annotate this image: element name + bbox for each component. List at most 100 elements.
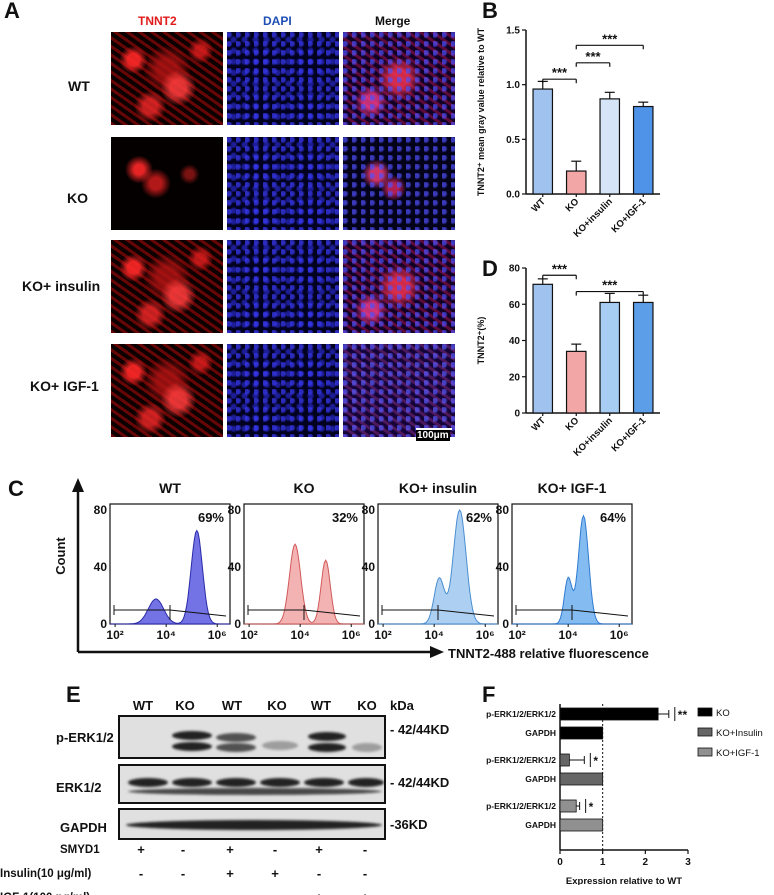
bar bbox=[632, 301, 654, 414]
bar bbox=[559, 799, 577, 813]
bar bbox=[559, 726, 604, 740]
gate-line bbox=[437, 609, 495, 617]
bar bbox=[559, 818, 604, 832]
y-tick-label: 40 bbox=[509, 336, 521, 347]
band-erk-2 bbox=[172, 778, 212, 787]
band-p-erk-5b bbox=[308, 743, 346, 752]
panel-c-letter: C bbox=[8, 476, 24, 501]
histogram-y-tick: 0 bbox=[502, 617, 509, 631]
treatment-sign: - bbox=[138, 866, 144, 881]
lane-label: WT bbox=[310, 698, 332, 713]
histogram-curve bbox=[110, 529, 230, 625]
significance-label: * bbox=[589, 800, 594, 814]
band-erk-6 bbox=[348, 778, 384, 787]
count-arrow-head bbox=[72, 478, 84, 492]
x-tick-label: KO bbox=[564, 415, 582, 433]
legend-label: KO bbox=[716, 708, 730, 719]
histogram-percent: 69% bbox=[198, 510, 224, 525]
significance-label: *** bbox=[552, 65, 568, 80]
treatment-sign: - bbox=[268, 890, 282, 895]
histogram-y-tick: 0 bbox=[368, 617, 375, 631]
treatment-sign: - bbox=[272, 842, 278, 857]
y-tick-label: 60 bbox=[509, 300, 521, 311]
histogram-y-tick: 80 bbox=[94, 503, 108, 517]
x-tick-label: WT bbox=[530, 415, 548, 433]
kda-label: kDa bbox=[390, 698, 414, 713]
band-p-erk-2b bbox=[172, 742, 212, 751]
x-tick-label: WT bbox=[530, 196, 548, 214]
y-tick-label: 0 bbox=[514, 409, 520, 420]
legend-swatch bbox=[697, 727, 713, 737]
image-ko-insulin-tnnt2 bbox=[111, 240, 223, 333]
blot-p-erk bbox=[118, 715, 386, 759]
blot-size-p-erk: - 42/44KD bbox=[390, 722, 450, 737]
treatment-sign: - bbox=[134, 890, 148, 895]
x-tick-label: KO+IGF-1 bbox=[609, 415, 648, 454]
chart-c: Count TNNT2-488 relative fluorescence WT 69… bbox=[53, 478, 649, 661]
blot-erk bbox=[118, 764, 386, 804]
y-axis-label: TNNT2⁺(%) bbox=[476, 317, 486, 365]
treatment-sign: + bbox=[271, 866, 279, 881]
histogram-percent: 62% bbox=[466, 510, 492, 525]
histogram-x-tick-label: 10⁴ bbox=[291, 628, 310, 642]
significance-label: * bbox=[593, 754, 598, 768]
band-gapdh-1 bbox=[126, 820, 382, 830]
blot-label-gapdh: GAPDH bbox=[60, 820, 107, 835]
band-erk-3 bbox=[216, 778, 256, 787]
legend-swatch bbox=[697, 707, 713, 717]
band-p-erk-4 bbox=[262, 741, 298, 750]
treatment-label: SMYD1 bbox=[60, 844, 100, 856]
treatment-sign: + bbox=[226, 866, 234, 881]
treatment-label: Insulin(10 μg/ml) bbox=[0, 868, 92, 880]
band-p-erk-2 bbox=[172, 731, 212, 740]
bar bbox=[532, 88, 554, 195]
y-tick-label: 0.5 bbox=[506, 135, 520, 146]
significance-label: *** bbox=[602, 278, 618, 293]
band-p-erk-3b bbox=[216, 743, 256, 752]
y-tick-label: 1.5 bbox=[506, 26, 520, 37]
band-erk-5 bbox=[304, 778, 344, 787]
histogram-x-tick-label: 10⁶ bbox=[342, 628, 361, 642]
treatment-sign: + bbox=[137, 842, 145, 857]
image-ko-igf1-merge bbox=[343, 344, 455, 437]
histogram-x-tick-label: 10² bbox=[240, 628, 257, 642]
x-tick-label: 2 bbox=[643, 857, 649, 868]
x-tick-label: 1 bbox=[600, 857, 606, 868]
bar bbox=[559, 707, 659, 721]
y-tick-label: 20 bbox=[509, 372, 521, 383]
image-ko-igf1-dapi bbox=[227, 344, 339, 437]
treatment-sign: - bbox=[176, 890, 190, 895]
panel-e-letter: E bbox=[66, 682, 81, 707]
col-header-tnnt2: TNNT2 bbox=[138, 14, 177, 28]
histogram-curve bbox=[378, 509, 498, 625]
histogram-y-tick: 80 bbox=[496, 503, 510, 517]
histogram-y-tick: 40 bbox=[228, 560, 242, 574]
band-p-erk-6 bbox=[352, 743, 382, 752]
histogram-y-tick: 40 bbox=[362, 560, 376, 574]
y-axis-label: TNNT2⁺ mean gray value relative to WT bbox=[476, 27, 486, 196]
fluorescence-label: TNNT2-488 relative fluorescence bbox=[448, 646, 649, 661]
treatment-sign: - bbox=[362, 866, 368, 881]
histogram-x-tick-label: 10⁶ bbox=[208, 628, 227, 642]
fluorescence-arrow-head bbox=[430, 646, 444, 658]
lane-label: KO bbox=[267, 698, 287, 713]
histogram-y-tick: 0 bbox=[100, 617, 107, 631]
chart-b: 0.00.51.01.5WT KOKO+insulinKO+IGF-1******… bbox=[476, 26, 660, 240]
band-p-erk-3 bbox=[216, 733, 256, 742]
treatment-sign: - bbox=[316, 866, 322, 881]
lane-label: KO bbox=[357, 698, 377, 713]
treatment-sign: + bbox=[358, 890, 372, 895]
scale-bar-label: 100μm bbox=[416, 430, 450, 441]
histogram-title: WT bbox=[159, 480, 181, 496]
histogram-title: KO+ IGF-1 bbox=[538, 480, 607, 496]
image-ko-insulin-dapi bbox=[227, 240, 339, 333]
scale-bar-line bbox=[416, 428, 452, 430]
blot-size-gapdh: -36KD bbox=[390, 817, 428, 832]
col-header-merge: Merge bbox=[375, 14, 411, 28]
histogram-x-tick-label: 10⁶ bbox=[476, 628, 495, 642]
legend-label: KO+IGF-1 bbox=[716, 748, 760, 759]
bar bbox=[559, 753, 570, 767]
panel-b-letter: B bbox=[482, 0, 498, 23]
row-label-ko-igf1: KO+ IGF-1 bbox=[30, 378, 99, 394]
